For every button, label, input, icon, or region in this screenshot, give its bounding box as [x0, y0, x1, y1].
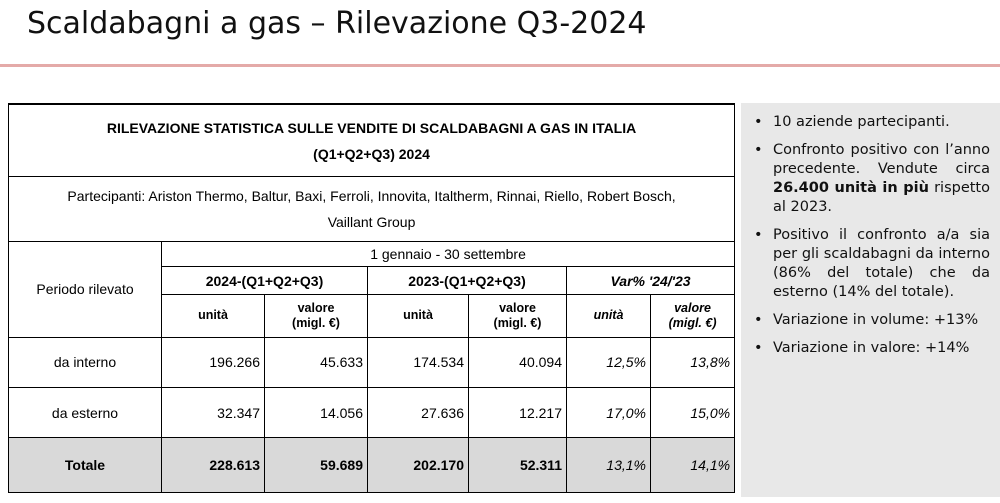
note-text: Variazione in valore: +14%	[773, 340, 970, 356]
sub-header-value-2023-line2: (migl. €)	[493, 315, 542, 330]
sub-header-value-2024-line1: valore	[297, 300, 335, 315]
title-divider	[0, 64, 1000, 67]
note-text: Confronto positivo con l’anno precedente…	[773, 142, 990, 177]
cell-units-2023: 174.534	[367, 336, 469, 389]
note-item: • Variazione in volume: +13%	[754, 311, 990, 330]
col-header-2024: 2024-(Q1+Q2+Q3)	[161, 265, 368, 296]
sub-header-value-2023-line1: valore	[499, 300, 536, 315]
bullet-icon: •	[754, 227, 763, 243]
participants: Partecipanti: Ariston Thermo, Baltur, Ba…	[7, 176, 736, 242]
sub-header-value-var: valore (migl. €)	[649, 294, 736, 338]
notes-panel: • 10 aziende partecipanti. • Confronto pos…	[741, 103, 1000, 497]
note-text: Positivo il confronto a/a sia per gli sc…	[773, 227, 990, 300]
cell-value-2023: 12.217	[468, 387, 567, 439]
cell-units-2024: 228.613	[161, 437, 265, 493]
note-text: rispetto al 2023.	[773, 180, 990, 215]
bullet-icon: •	[754, 114, 763, 130]
bullet-icon: •	[754, 142, 763, 158]
slide-title: Scaldabagni a gas – Rilevazione Q3-2024	[27, 6, 647, 41]
cell-units-2024: 196.266	[161, 336, 265, 389]
row-label: da esterno	[8, 387, 162, 439]
cell-var-value: 14,1%	[649, 437, 736, 493]
cell-units-2023: 202.170	[367, 437, 469, 493]
note-item: • Positivo il confronto a/a sia per gli s…	[754, 226, 990, 302]
table-heading-line2: (Q1+Q2+Q3) 2024	[313, 145, 430, 162]
bullet-icon: •	[754, 340, 763, 356]
cell-value-2024: 45.633	[264, 336, 368, 389]
note-item: • Confronto positivo con l’anno precedent…	[754, 141, 990, 217]
cell-value-2023: 40.094	[468, 336, 567, 389]
cell-units-2023: 27.636	[367, 387, 469, 439]
cell-var-value: 15,0%	[649, 387, 736, 439]
cell-var-units: 13,1%	[566, 437, 651, 493]
table-heading-line1: RILEVAZIONE STATISTICA SULLE VENDITE DI …	[106, 119, 637, 136]
row-label: da interno	[8, 336, 162, 389]
cell-value-2024: 14.056	[264, 387, 368, 439]
sub-header-value-2024: valore (migl. €)	[264, 294, 368, 338]
bullet-icon: •	[754, 312, 763, 328]
table-heading: RILEVAZIONE STATISTICA SULLE VENDITE DI …	[7, 103, 736, 178]
participants-line2: Vaillant Group	[327, 213, 416, 230]
period-label: Periodo rilevato	[8, 240, 162, 338]
table-row: da esterno 32.347 14.056 27.636 12.217 1…	[8, 387, 736, 439]
period-range: 1 gennaio - 30 settembre	[160, 240, 736, 267]
sub-header-value-2023: valore (migl. €)	[468, 294, 567, 338]
note-item: • 10 aziende partecipanti.	[754, 113, 990, 132]
sub-header-value-var-line2: (migl. €)	[668, 315, 717, 330]
note-highlight: 26.400 unità in più	[773, 180, 929, 196]
note-text: 10 aziende partecipanti.	[773, 114, 950, 130]
note-item: • Variazione in valore: +14%	[754, 339, 990, 358]
cell-value-2024: 59.689	[264, 437, 368, 493]
cell-var-units: 12,5%	[566, 336, 651, 389]
sub-header-units-2023: unità	[367, 294, 469, 338]
table-row-total: Totale 228.613 59.689 202.170 52.311 13,…	[8, 437, 736, 493]
cell-units-2024: 32.347	[161, 387, 265, 439]
participants-line1: Partecipanti: Ariston Thermo, Baltur, Ba…	[67, 187, 676, 204]
note-text: Variazione in volume: +13%	[773, 312, 979, 328]
sub-header-value-var-line1: valore	[674, 300, 711, 315]
col-header-2023: 2023-(Q1+Q2+Q3)	[367, 265, 567, 296]
sub-header-value-2024-line2: (migl. €)	[292, 315, 340, 330]
cell-var-units: 17,0%	[566, 387, 651, 439]
cell-value-2023: 52.311	[468, 437, 567, 493]
col-header-var: Var% '24/'23	[565, 265, 736, 296]
cell-var-value: 13,8%	[649, 336, 736, 389]
row-label: Totale	[8, 437, 162, 493]
table-row: da interno 196.266 45.633 174.534 40.094…	[8, 336, 736, 389]
sales-table: RILEVAZIONE STATISTICA SULLE VENDITE DI …	[7, 103, 736, 493]
sub-header-units-2024: unità	[161, 294, 265, 338]
sub-header-units-var: unità	[566, 294, 651, 338]
